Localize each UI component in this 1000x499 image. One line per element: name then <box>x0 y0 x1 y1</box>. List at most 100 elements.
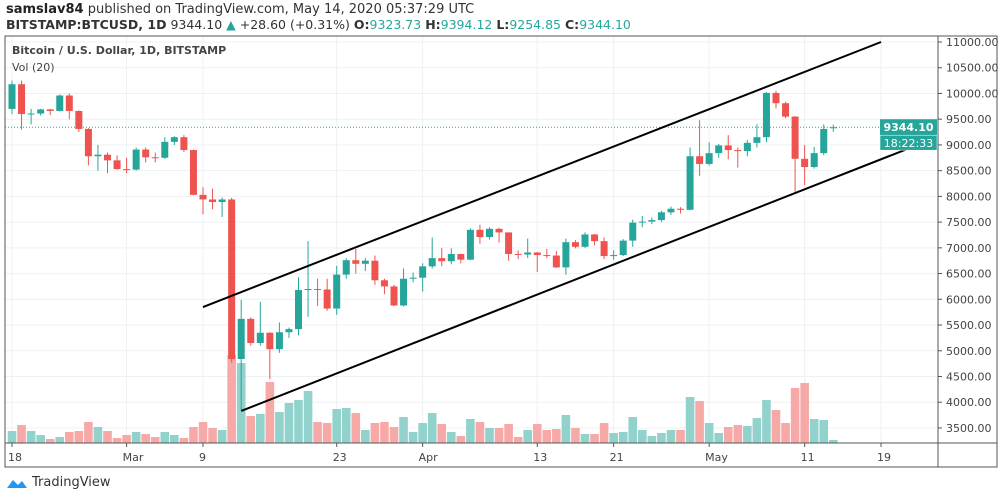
volume-bar <box>256 414 265 443</box>
volume-bar <box>723 427 733 443</box>
candle-body <box>304 289 312 291</box>
volume-bar <box>542 430 552 443</box>
candle-body <box>342 260 350 275</box>
volume-bar <box>45 439 55 443</box>
candle-body <box>228 199 236 359</box>
publish-info: samslav84 published on TradingView.com, … <box>6 2 474 17</box>
volume-bar <box>170 435 179 443</box>
candle-body <box>113 160 121 170</box>
candle-body <box>571 242 579 247</box>
volume-bar <box>313 422 322 443</box>
candle-body <box>505 232 513 255</box>
x-tick-label: Apr <box>419 451 439 464</box>
volume-bar <box>809 419 819 443</box>
close-label: C: <box>565 17 580 32</box>
volume-bar <box>380 422 389 443</box>
volume-bar <box>599 423 609 443</box>
candle-body <box>829 127 837 129</box>
candle-body <box>591 234 599 242</box>
y-tick-label: 11000.00 <box>946 36 999 49</box>
candle-body <box>677 208 684 210</box>
candle-body <box>581 234 589 247</box>
candle-body <box>400 278 408 306</box>
candle-body <box>600 241 608 257</box>
volume-bar <box>714 433 723 443</box>
symbol-info: BITSTAMP:BTCUSD, 1D 9344.10 ▲ +28.60 (+0… <box>6 17 631 32</box>
author-name[interactable]: samslav84 <box>6 2 84 17</box>
candle-body <box>380 280 388 287</box>
trendline <box>202 41 882 308</box>
high-value: 9394.12 <box>440 17 493 32</box>
volume-bar <box>74 431 84 443</box>
candle-body <box>629 222 637 241</box>
y-tick-label: 8500.00 <box>946 165 992 178</box>
volume-bar <box>65 432 74 443</box>
price-axis[interactable]: 11000.00 10500.00 10000.00 9500.00 9000.00 85… <box>938 36 999 435</box>
volume-bar <box>628 417 638 443</box>
volume-bar <box>131 432 141 443</box>
volume-bar <box>370 423 380 443</box>
volume-bar <box>198 422 208 443</box>
volume-bar <box>84 422 93 443</box>
volume-bar <box>389 427 399 443</box>
candle-body <box>314 289 322 291</box>
volume-bar <box>466 419 475 443</box>
candle-body <box>84 128 92 157</box>
candle-body <box>495 228 503 233</box>
candle-body <box>333 274 341 309</box>
y-tick-label: 10000.00 <box>946 87 999 100</box>
volume-bar <box>36 435 45 443</box>
volume-bar <box>217 430 227 443</box>
candle-body <box>123 169 131 171</box>
y-tick-label: 5000.00 <box>946 345 992 358</box>
candle-body <box>56 95 64 111</box>
candle-body <box>104 154 111 161</box>
candle-body <box>619 240 627 256</box>
tradingview-logo-icon <box>7 479 27 488</box>
candle-body <box>438 258 446 262</box>
volume-legend: Vol (20) <box>12 61 55 74</box>
x-tick-label: 21 <box>610 451 624 464</box>
volume-bar <box>103 431 112 443</box>
volume-bar <box>17 425 26 443</box>
volume-bar <box>494 428 504 443</box>
x-tick-label: 13 <box>533 451 547 464</box>
close-value: 9344.10 <box>579 17 631 32</box>
volume-bar <box>227 355 236 443</box>
candle-body <box>657 212 665 221</box>
candle-body <box>705 153 713 164</box>
time-axis[interactable]: 18 Mar 9 23 Apr 13 21 May 11 19 <box>8 443 891 464</box>
volume-bar <box>7 431 17 443</box>
candle-body <box>180 137 188 151</box>
volume-bar <box>150 437 160 443</box>
volume-bar <box>647 436 657 443</box>
price-change: +28.60 (+0.31%) <box>239 17 350 32</box>
volume-bar <box>427 413 437 443</box>
volume-bar <box>762 400 771 443</box>
y-tick-label: 5500.00 <box>946 319 992 332</box>
candle-body <box>65 95 73 111</box>
candle-body <box>514 254 522 256</box>
volume-bar <box>361 430 370 443</box>
volume-bar <box>418 423 427 443</box>
tradingview-logo[interactable]: TradingView <box>6 475 111 490</box>
candle-body <box>161 141 169 158</box>
candle-body <box>75 110 83 129</box>
candle-body <box>27 113 35 115</box>
candle-body <box>428 258 436 267</box>
candle-body <box>810 153 818 168</box>
trendlines[interactable] <box>202 41 911 412</box>
volume-bar <box>485 428 494 443</box>
candle-body <box>209 199 217 203</box>
volume-bar <box>561 415 571 443</box>
volume-bar <box>341 408 351 443</box>
volume-bar <box>437 424 447 443</box>
volume-bar <box>399 417 408 443</box>
candle-body <box>724 145 732 151</box>
candle-body <box>352 260 360 264</box>
last-price-badge: 9344.10 18:22:33 <box>879 119 938 151</box>
volume-bar <box>676 430 685 443</box>
volume-bar <box>523 430 532 443</box>
volume-bar <box>829 440 838 443</box>
